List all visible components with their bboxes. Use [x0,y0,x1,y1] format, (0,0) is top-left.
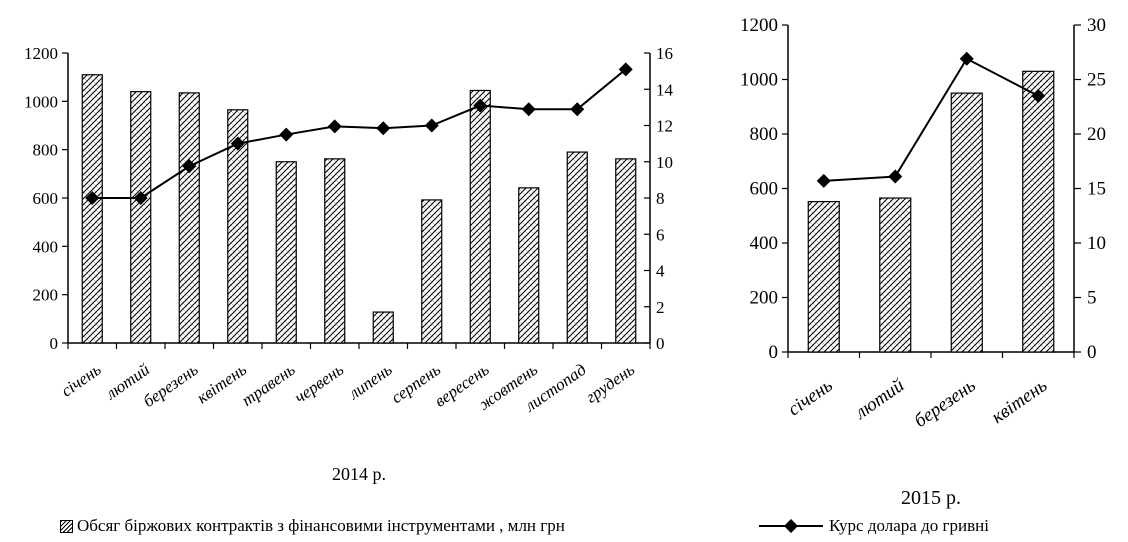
bar-листопад [566,151,588,344]
rate-point-вересень [473,98,488,113]
chart-caption: 2014 р. [332,464,386,484]
rate-point-березень [182,159,197,174]
chart-caption: 2015 р. [901,487,961,509]
bar-січень [81,74,103,344]
line-legend-key [759,519,823,533]
bar-січень [807,200,840,353]
y-right-tick-label: 5 [1087,288,1097,309]
category-label: квітень [988,375,1052,428]
y-left-tick-label: 0 [769,342,779,363]
y-left-tick-label: 400 [750,233,779,254]
category-label: червень [291,360,347,407]
bar-legend-swatch [60,519,73,533]
y-left-tick-label: 1200 [24,44,58,63]
y-left-tick-label: 400 [33,237,59,256]
y-right-tick-label: 15 [1087,179,1106,200]
chart-2014: 0 200 400 600 800 1000 1200 0 2 4 6 8 10 12 14 16 січень… [24,44,674,484]
legend-bar-entry: Обсяг біржових контрактів з фінансовими … [60,516,565,536]
legend-line-entry: Курс долара до гривні [759,516,989,536]
rate-point-квітень [230,136,245,151]
category-label: січень [58,360,105,401]
y-right-tick-label: 0 [656,334,665,353]
line-legend-label: Курс долара до гривні [829,516,989,535]
bar-липень [372,311,394,344]
category-label: травень [238,360,299,410]
chart-2015: 0 200 400 600 800 1000 1200 0 5 10 15 20 25 30 січень л… [740,15,1106,509]
rate-point-березень [959,51,974,66]
y-left-tick-label: 800 [750,124,779,145]
bar-жовтень [518,187,540,344]
category-label: грудень [582,360,638,407]
y-left-tick-label: 1000 [24,92,58,111]
bar-березень [950,92,983,353]
y-left-tick-label: 800 [33,141,59,160]
rate-point-серпень [424,118,439,133]
y-right-tick-label: 12 [656,117,673,136]
y-right-tick-label: 10 [1087,233,1106,254]
y-right-tick-label: 2 [656,298,665,317]
y-right-tick-label: 20 [1087,124,1106,145]
category-label: липень [344,360,395,404]
y-right-tick-label: 16 [656,44,673,63]
y-left-tick-label: 0 [50,334,59,353]
y-left-tick-label: 600 [33,189,59,208]
bar-квітень [1022,70,1055,353]
bar-вересень [469,89,491,344]
rate-point-квітень [1031,88,1046,103]
bar-червень [324,158,346,344]
bar-квітень [227,109,249,344]
category-label: січень [784,375,837,421]
rate-point-листопад [570,102,585,117]
rate-point-травень [279,127,294,142]
y-right-tick-label: 30 [1087,15,1106,36]
bar-лютий [130,91,152,344]
bar-грудень [615,158,637,344]
y-right-tick-label: 8 [656,189,665,208]
rate-point-січень [816,173,831,188]
y-left-tick-label: 1200 [740,15,778,36]
exchange-rate-line [92,68,627,199]
y-right-tick-label: 14 [656,80,674,99]
bar-травень [275,161,297,344]
rate-point-липень [376,121,391,136]
bar-лютий [879,197,912,353]
rate-point-лютий [133,191,148,205]
rate-point-лютий [888,169,903,184]
y-left-tick-label: 600 [750,179,779,200]
bar-березень [178,92,200,344]
category-label: березень [140,360,202,411]
y-left-tick-label: 200 [750,288,779,309]
y-right-tick-label: 25 [1087,70,1106,91]
rate-point-грудень [618,62,633,77]
category-label: березень [911,375,980,432]
rate-point-червень [327,119,342,134]
exchange-rate-line [823,57,1039,182]
y-right-tick-label: 0 [1087,342,1097,363]
y-left-tick-label: 200 [33,286,59,305]
y-right-tick-label: 4 [656,262,665,281]
rate-point-жовтень [521,102,536,117]
rate-point-січень [85,191,100,205]
y-right-tick-label: 10 [656,153,673,172]
bar-серпень [421,199,443,344]
y-left-tick-label: 1000 [740,70,778,91]
bar-legend-label: Обсяг біржових контрактів з фінансовими … [77,516,565,535]
y-right-tick-label: 6 [656,225,665,244]
category-label: лютий [851,375,909,424]
